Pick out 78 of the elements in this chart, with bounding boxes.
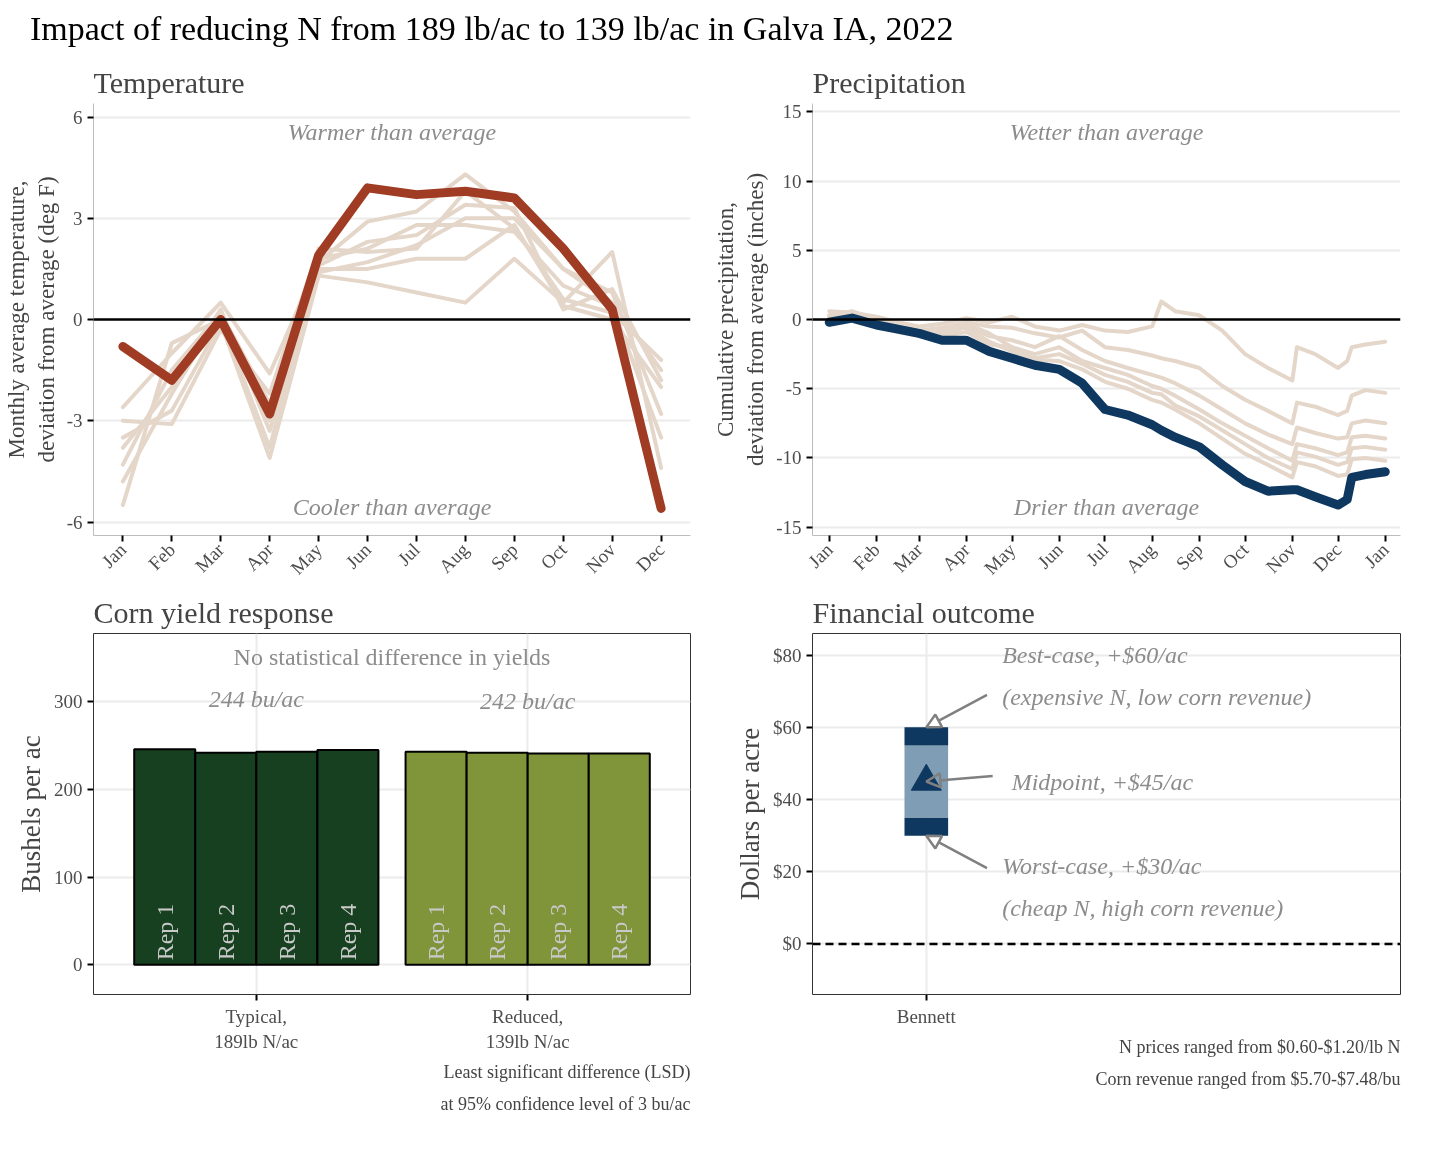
annotation: Wetter than average [1009,118,1204,145]
x-tick-label: Typical, 189lb N/ac [214,1005,299,1052]
series-label: Rep 1 [151,903,178,961]
chart-title: Corn yield response [93,595,334,629]
chart-subtitle: Temperature [93,65,245,99]
y-tick-label: $0 [782,933,802,955]
y-tick-label: $80 [773,644,802,666]
x-tick-label: Nov [1261,538,1301,578]
x-tick-label: Mar [190,538,229,577]
annotation: Drier than average [1012,494,1200,521]
y-tick-label: -3 [66,410,83,432]
annotation: Midpoint, +$45/ac [1010,768,1194,795]
y-axis-title: Monthly average temperature, deviation from average (deg F) [3,176,59,463]
y-tick-label: 300 [54,691,83,713]
y-tick-label: 0 [73,954,83,976]
y-axis-title: Dollars per acre [735,727,765,901]
y-tick-label: $40 [773,789,802,811]
text: Rep 4 [606,903,633,961]
annotation: Warmer than average [287,118,497,145]
x-tick-label: Nov [581,538,620,578]
y-axis-title: Cumulative precipitation, deviation from average (inches) [713,172,769,467]
x-tick-label: Sep [1171,539,1207,575]
y-tick-label: 0 [792,309,802,330]
x-tick-label: Apr [241,538,278,575]
y-tick-label: 200 [54,778,83,800]
y-tick-label: 3 [73,207,83,229]
y-tick-label: 5 [792,239,802,261]
y-tick-label: -6 [66,511,83,533]
text: Rep 2 [484,903,511,961]
x-tick-label: Dec [632,539,669,576]
x-tick-label: Aug [434,538,474,578]
y-tick-label: $60 [773,716,802,738]
series-label: Rep 3 [273,903,300,961]
x-tick-label: Jan [1359,538,1394,572]
y-tick-label: -15 [776,516,802,538]
y-tick-label: 0 [73,309,83,330]
text: Least significant difference (LSD) at 95% confidence level of 3 bu/ac [440,1061,691,1114]
annotation: 242 bu/ac [480,688,576,715]
x-tick-label: Jun [1033,538,1068,573]
x-tick-label: Jul [1081,539,1113,570]
y-tick-label: $20 [773,861,802,883]
x-tick-label: Sep [486,539,522,575]
y-tick-label: -5 [785,378,802,400]
text: Rep 3 [545,903,572,961]
x-tick-label: Apr [938,538,975,575]
x-tick-label: Jun [341,538,376,573]
x-tick-label: May [980,538,1020,579]
x-tick-label: Reduced, 139lb N/ac [485,1005,570,1052]
x-tick-label: Feb [144,539,180,575]
annotation: Cooler than average [292,494,492,521]
x-tick-label: Jan [97,538,131,572]
x-tick-label: Oct [536,538,572,574]
x-tick-label: May [286,538,327,579]
x-tick-label: Jul [393,539,424,570]
x-tick-label: Oct [1218,538,1254,574]
x-tick-label: Dec [1308,539,1346,576]
annotation: No statistical difference in yields [233,644,551,671]
annotation: Worst-case, +$30/ac (cheap N, high corn revenue) [1002,853,1284,921]
x-tick-label: Bennett [896,1005,957,1027]
chart-title: Impact of reducing N from 189 lb/ac to 139 lb/ac in Galva IA, 2022 [30,9,954,49]
x-tick-label: Mar [889,538,928,577]
y-tick-label: 10 [782,170,802,192]
x-tick-label: Jan [803,538,838,572]
y-tick-label: 6 [73,106,83,128]
y-axis-title: Bushels per ac [16,735,46,893]
series-label: Rep 2 [212,903,239,961]
chart-title: Financial outcome [812,595,1035,629]
annotation: 244 bu/ac [208,685,305,712]
y-tick-label: 100 [54,866,83,888]
annotation: Best-case, +$60/ac (expensive N, low corn revenue) [1002,642,1312,710]
x-tick-label: Feb [848,539,884,575]
y-tick-label: -10 [776,447,802,469]
chart-title: Precipitation [812,65,966,99]
text: Rep 1 [423,903,450,961]
x-tick-label: Aug [1121,538,1160,578]
y-tick-label: 15 [782,101,802,123]
series-label: Rep 4 [334,903,361,961]
text: N prices ranged from $0.60-$1.20/lb N Corn revenue ranged from $5.70-$7.48/bu [1095,1036,1401,1089]
